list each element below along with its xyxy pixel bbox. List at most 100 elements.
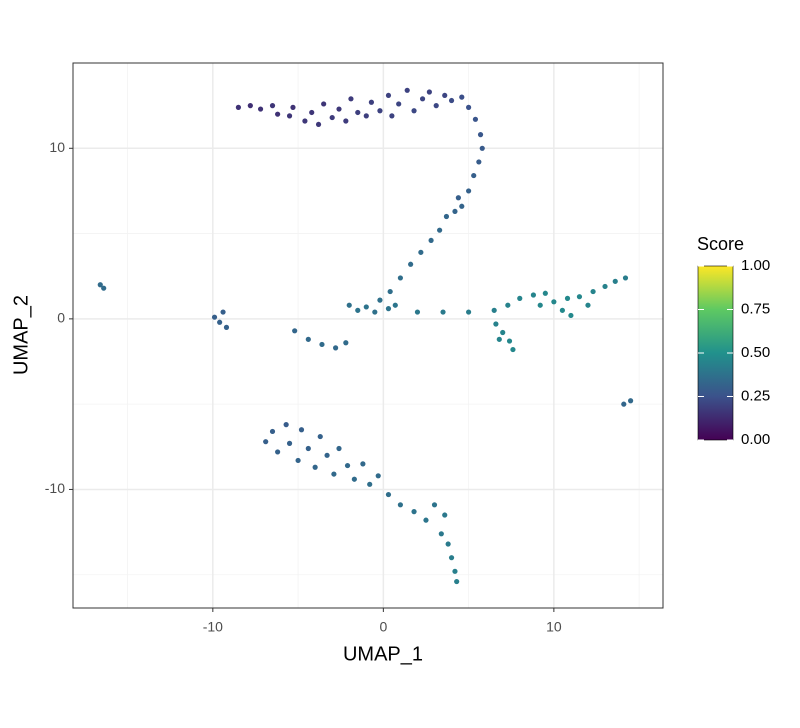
point <box>459 94 465 100</box>
point <box>315 121 322 128</box>
point <box>506 338 513 344</box>
point <box>621 401 627 407</box>
point <box>530 292 537 298</box>
point <box>235 104 242 110</box>
point <box>404 87 410 93</box>
point <box>459 203 465 209</box>
point <box>445 541 451 547</box>
point <box>269 428 276 435</box>
point <box>440 309 446 315</box>
point <box>418 249 424 255</box>
point <box>372 309 378 315</box>
point <box>628 398 634 404</box>
point <box>363 113 369 119</box>
point <box>426 89 432 95</box>
point <box>343 118 349 124</box>
colorbar-tick-label: 0.75 <box>741 300 770 317</box>
point <box>292 328 298 334</box>
point <box>375 473 381 479</box>
point <box>346 302 352 308</box>
point <box>355 109 361 116</box>
point <box>324 452 330 458</box>
point <box>298 427 305 433</box>
point <box>392 302 398 308</box>
point <box>377 297 383 303</box>
point <box>333 345 339 351</box>
point <box>331 471 337 477</box>
point <box>476 159 482 165</box>
point <box>551 299 557 305</box>
point <box>466 188 472 194</box>
point <box>385 306 392 312</box>
point <box>517 295 523 301</box>
point <box>343 340 349 346</box>
point <box>368 99 375 105</box>
point <box>312 464 318 470</box>
point <box>438 531 444 537</box>
point <box>286 113 293 119</box>
point <box>491 307 497 313</box>
point <box>275 449 281 455</box>
point <box>344 462 351 469</box>
point <box>590 288 596 295</box>
point <box>419 96 426 102</box>
point <box>414 309 421 315</box>
colorbar-tick-label: 0.00 <box>741 431 770 448</box>
y-axis-label: UMAP_2 <box>10 295 32 375</box>
point <box>389 113 395 119</box>
point <box>247 103 253 109</box>
point <box>505 302 511 308</box>
point <box>537 302 543 308</box>
x-axis-label: UMAP_1 <box>343 643 423 665</box>
plot-border <box>72 62 664 609</box>
point <box>428 237 434 244</box>
point <box>496 336 502 342</box>
point <box>452 208 458 215</box>
point <box>319 341 325 348</box>
point <box>360 461 366 467</box>
point <box>477 132 484 138</box>
point <box>220 309 226 315</box>
point <box>510 346 516 353</box>
point <box>411 509 417 515</box>
point <box>387 288 393 295</box>
point <box>448 97 455 104</box>
point <box>355 307 361 313</box>
point <box>283 422 289 428</box>
point <box>442 92 448 99</box>
point <box>290 104 296 110</box>
point <box>454 578 460 585</box>
point <box>602 283 608 290</box>
point <box>351 476 357 482</box>
x-tick-label: 0 <box>379 619 387 635</box>
point <box>329 114 335 121</box>
point <box>385 491 392 498</box>
point <box>472 116 479 122</box>
point <box>433 103 439 109</box>
point <box>500 329 506 336</box>
point <box>223 324 230 330</box>
point <box>348 96 354 102</box>
point <box>437 227 443 233</box>
point <box>309 109 315 116</box>
x-tick-label: -10 <box>203 619 223 635</box>
y-tick-label: 10 <box>49 139 65 155</box>
y-tick-label: -10 <box>45 480 65 496</box>
point <box>542 290 548 296</box>
point <box>377 108 383 114</box>
point <box>286 440 293 446</box>
point <box>493 321 499 327</box>
colorbar-tick-label: 0.25 <box>741 387 770 404</box>
point <box>397 502 403 508</box>
point <box>97 282 103 288</box>
point <box>321 101 327 107</box>
point <box>257 106 264 112</box>
point <box>367 481 373 487</box>
point <box>612 278 618 284</box>
point <box>336 445 342 452</box>
x-tick-label: 10 <box>546 619 562 635</box>
point <box>305 336 311 342</box>
point <box>263 439 269 445</box>
point <box>622 275 629 281</box>
